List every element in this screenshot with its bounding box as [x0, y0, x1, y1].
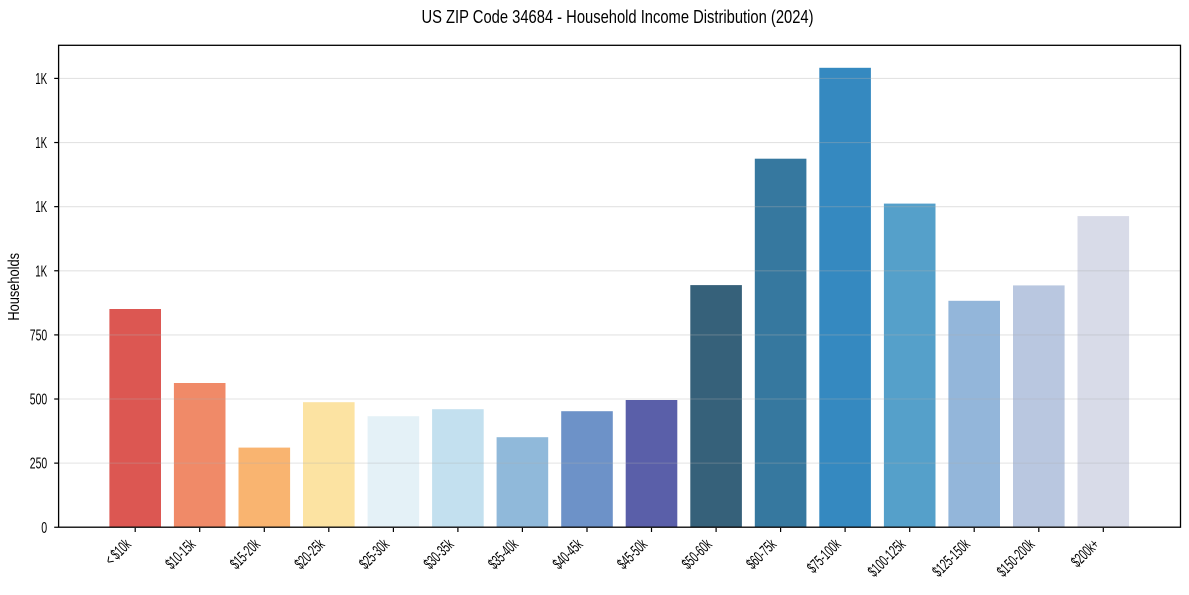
svg-text:US ZIP Code 34684 - Household: US ZIP Code 34684 - Household Income Dis… — [422, 6, 814, 27]
svg-text:500: 500 — [30, 392, 47, 409]
svg-text:1K: 1K — [35, 263, 47, 280]
svg-text:750: 750 — [30, 327, 47, 344]
svg-text:1K: 1K — [35, 199, 47, 216]
svg-text:250: 250 — [30, 456, 47, 473]
svg-text:0: 0 — [41, 520, 47, 537]
svg-text:1K: 1K — [35, 71, 47, 88]
svg-text:1K: 1K — [35, 135, 47, 152]
svg-text:Households: Households — [6, 253, 23, 321]
